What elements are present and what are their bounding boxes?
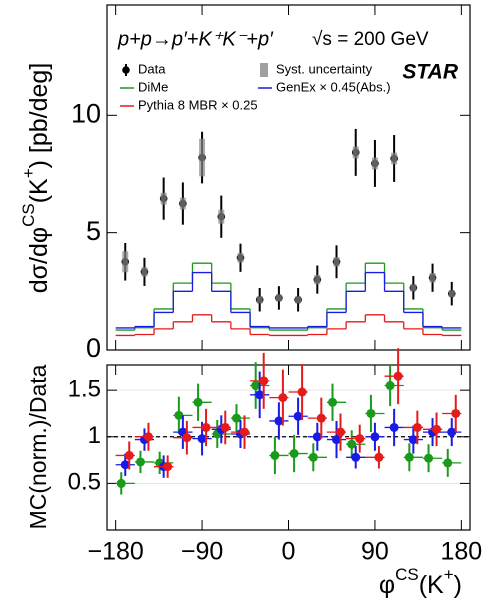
data-point (293, 411, 303, 421)
data-point (312, 432, 322, 442)
syst-band (371, 157, 378, 170)
data-point (163, 462, 173, 472)
y-title-part: (K (25, 178, 53, 203)
x-title-part: ) (454, 571, 462, 599)
x-tick-label: −180 (87, 538, 143, 566)
data-point (385, 381, 395, 391)
data-point (289, 449, 299, 459)
data-point (255, 390, 265, 400)
experiment: STAR (402, 61, 458, 84)
syst-band (218, 209, 225, 224)
legend-marker (260, 63, 268, 77)
data-point (124, 450, 134, 460)
y-tick-label: 0.5 (68, 469, 101, 496)
y-title-part: CS (19, 203, 38, 227)
syst-band (352, 146, 359, 159)
x-tick-label: 0 (282, 538, 296, 566)
x-tick-label: 90 (361, 538, 389, 566)
data-point (404, 452, 414, 462)
data-point (197, 434, 207, 444)
data-point (370, 432, 380, 442)
y-tick-label: 10 (71, 98, 101, 128)
syst-band (160, 192, 167, 205)
data-point (193, 397, 203, 407)
syst-band (179, 197, 186, 210)
syst-band (256, 296, 263, 304)
data-point (116, 478, 126, 488)
data-point (182, 433, 192, 443)
x-title-part: + (444, 565, 454, 584)
data-point (432, 424, 442, 434)
syst-band (237, 253, 244, 263)
x-tick-label: 180 (440, 538, 482, 566)
syst-band (141, 267, 148, 277)
data-point (355, 434, 365, 444)
x-axis-title: φCS(K+) (379, 565, 462, 598)
data-point (259, 376, 269, 386)
legend-label: DiMe (138, 79, 168, 94)
y-axis-title: MC(norm.)/Data (25, 364, 51, 529)
syst-band (275, 294, 282, 302)
legend-label: GenEx × 0.45(Abs.) (276, 79, 391, 94)
syst-band (391, 152, 398, 165)
data-point (347, 439, 357, 449)
data-point (328, 397, 338, 407)
syst-band (199, 138, 206, 177)
y-tick-label: 1.5 (68, 376, 101, 403)
syst-band (448, 290, 455, 298)
syst-band (122, 251, 129, 273)
data-point (274, 416, 284, 426)
data-point (332, 435, 342, 445)
y-title-part: + (19, 168, 38, 178)
data-point (135, 457, 145, 467)
data-point (451, 408, 461, 418)
data-point (366, 408, 376, 418)
x-title-part: φ (379, 571, 395, 599)
y-title-part: dσ/dφ (25, 227, 53, 293)
data-point (231, 413, 241, 423)
annotation: p+p→p′+K⁺K⁻+p′ (117, 28, 274, 50)
data-point (201, 422, 211, 432)
energy: √s = 200 GeV (312, 29, 429, 50)
data-point (143, 432, 153, 442)
y-axis-title: dσ/dφCS(K+) [pb/deg] (19, 63, 52, 294)
data-point (351, 452, 361, 462)
syst-band (314, 274, 321, 285)
data-point (443, 458, 453, 468)
data-point (278, 393, 288, 403)
y-tick-label: 0 (86, 333, 101, 363)
y-tick-label: 1 (88, 422, 101, 449)
x-title-part: CS (395, 565, 419, 584)
syst-band (333, 257, 340, 267)
syst-band (410, 284, 417, 292)
data-point (374, 452, 384, 462)
data-point (220, 422, 230, 432)
data-point (336, 427, 346, 437)
y-title-part: ) [pb/deg] (25, 63, 53, 169)
syst-band (429, 273, 436, 283)
data-point (393, 371, 403, 381)
y-tick-label: 5 (86, 216, 101, 246)
legend-label: Data (138, 61, 166, 76)
x-title-part: (K (419, 571, 444, 599)
syst-band (295, 296, 302, 304)
legend-label: Syst. uncertainty (276, 61, 373, 76)
data-point (316, 413, 326, 423)
data-point (447, 427, 457, 437)
data-point (389, 422, 399, 432)
data-point (408, 435, 418, 445)
data-point (239, 427, 249, 437)
top-frame (106, 4, 471, 351)
data-point (297, 387, 307, 397)
data-point (424, 453, 434, 463)
data-point (251, 381, 261, 391)
data-point (120, 460, 130, 470)
data-point (270, 450, 280, 460)
x-tick-label: −90 (181, 538, 223, 566)
data-point (174, 410, 184, 420)
legend-label: Pythia 8 MBR × 0.25 (138, 97, 258, 112)
data-point (308, 452, 318, 462)
data-point (412, 422, 422, 432)
